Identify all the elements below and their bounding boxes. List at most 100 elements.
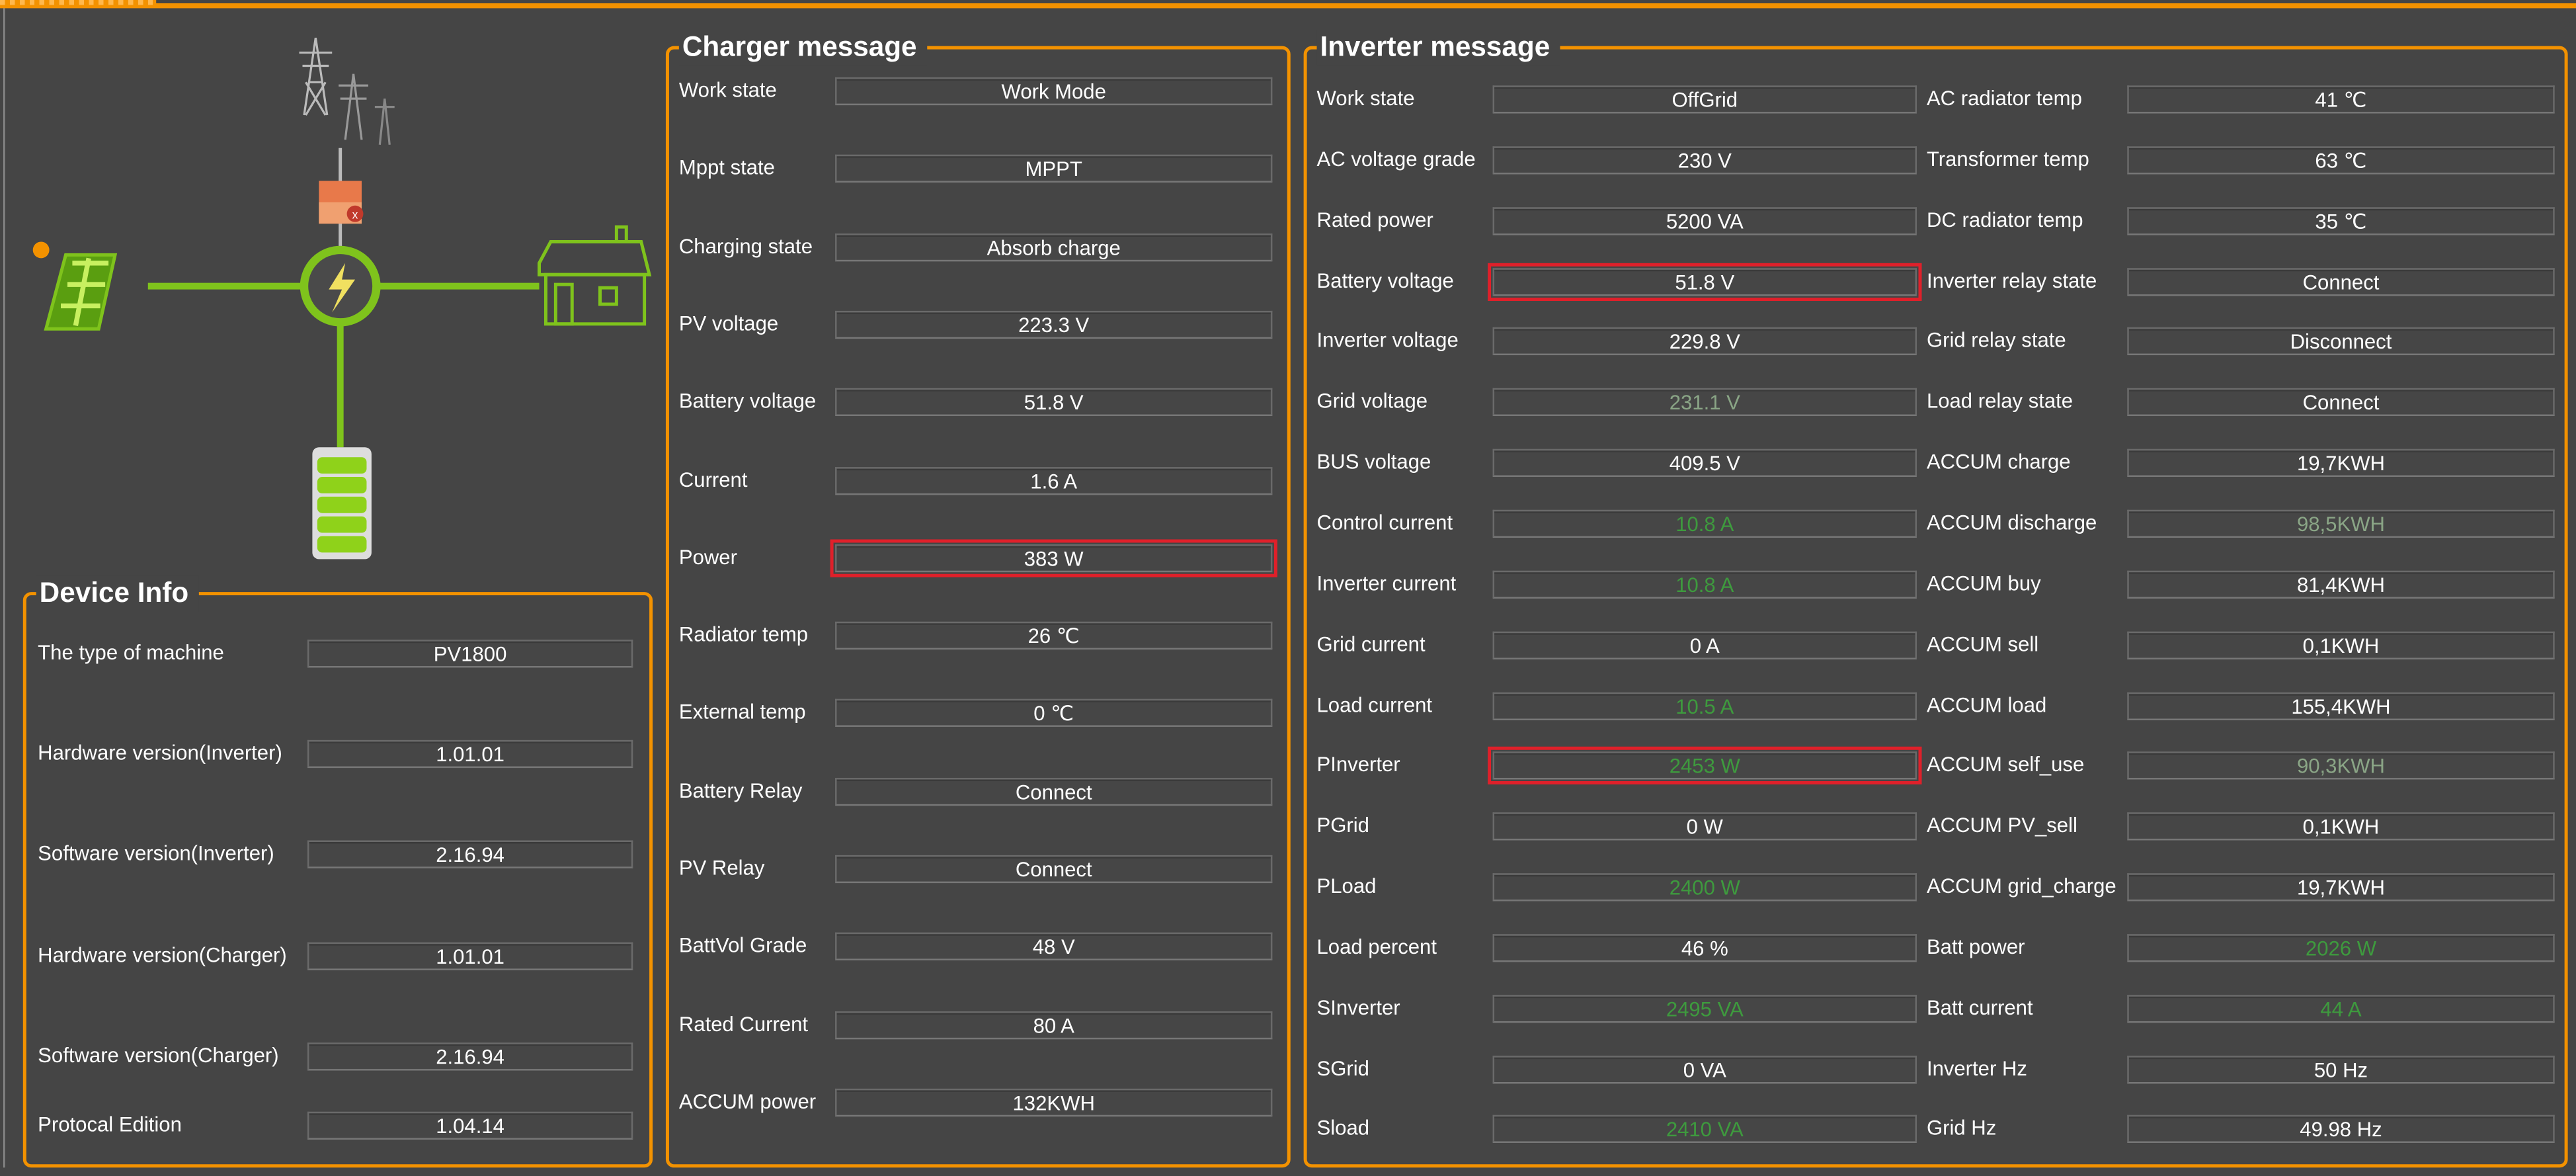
inverter-label-grid-voltage: Grid voltage (1316, 390, 1428, 413)
device-info-label-protocal-edition: Protocal Edition (38, 1113, 182, 1137)
inverter-label-sgrid: SGrid (1316, 1056, 1369, 1080)
inverter-label-accum-discharge: ACCUM discharge (1926, 511, 2097, 534)
inverter-value-grid-relay-state: Disconnect (2127, 327, 2555, 357)
inverter-value-transformer-temp: 63 ℃ (2127, 146, 2555, 175)
inverter-label-sinverter: SInverter (1316, 996, 1400, 1019)
inverter-label-accum-sell: ACCUM sell (1926, 632, 2039, 656)
inverter-label-sload: Sload (1316, 1117, 1370, 1141)
inverter-label-accum-grid-charge: ACCUM grid_charge (1926, 874, 2116, 898)
active-tab-indicator[interactable] (0, 0, 157, 5)
charger-label-radiator-temp: Radiator temp (678, 623, 809, 647)
device-info-value-software-version-charger: 2.16.94 (307, 1042, 633, 1071)
inverter-label-load-current: Load current (1316, 693, 1433, 716)
charger-label-pv-relay: PV Relay (678, 857, 765, 880)
inverter-value-accum-buy: 81,4KWH (2127, 570, 2555, 599)
inverter-value-sload: 2410 VA (1492, 1115, 1917, 1144)
device-info-value-hardware-version-inverter: 1.01.01 (307, 739, 633, 769)
inverter-label-load-relay-state: Load relay state (1926, 390, 2073, 413)
window-edge (3, 8, 5, 1168)
inverter-message-panel: Inverter message Work state OffGrid AC vol… (1303, 29, 2568, 1168)
inverter-value-batt-current: 44 A (2127, 994, 2555, 1023)
charger-value-pv-relay: Connect (835, 855, 1273, 884)
inverter-value-battery-voltage: 51.8 V (1488, 262, 1922, 300)
charger-label-charging-state: Charging state (678, 234, 813, 258)
grid-tower-icon (299, 37, 395, 145)
charger-label-battvol-grade: BattVol Grade (678, 934, 807, 958)
charger-value-external-temp: 0 ℃ (835, 699, 1273, 728)
device-info-label-hardware-version-charger: Hardware version(Charger) (38, 944, 287, 967)
inverter-value-grid-voltage: 231.1 V (1492, 388, 1917, 417)
inverter-value-accum-grid-charge: 19,7KWH (2127, 873, 2555, 902)
inverter-value-accum-discharge: 98,5KWH (2127, 509, 2555, 538)
inverter-value-accum-pv-sell: 0,1KWH (2127, 812, 2555, 841)
device-info-title: Device Info (36, 575, 199, 612)
charger-label-battery-relay: Battery Relay (678, 778, 803, 802)
charger-value-charging-state: Absorb charge (835, 233, 1273, 261)
charger-value-pv-voltage: 223.3 V (835, 310, 1273, 339)
inverter-label-pinverter: PInverter (1316, 753, 1400, 777)
inverter-label-battery-voltage: Battery voltage (1316, 269, 1454, 292)
inverter-hub-icon (300, 245, 381, 327)
charger-label-power: Power (678, 545, 737, 569)
inverter-label-batt-power: Batt power (1926, 935, 2025, 959)
inverter-value-inverter-current: 10.8 A (1492, 570, 1917, 599)
top-divider (0, 3, 2576, 9)
inverter-value-sgrid: 0 VA (1492, 1055, 1917, 1083)
inverter-value-accum-charge: 19,7KWH (2127, 448, 2555, 478)
inverter-value-pinverter: 2453 W (1488, 747, 1922, 785)
charger-value-mppt-state: MPPT (835, 155, 1273, 183)
device-info-label-the-type-of-machine: The type of machine (38, 641, 224, 665)
inverter-value-rated-power: 5200 VA (1492, 206, 1917, 235)
inverter-label-pload: PLoad (1316, 874, 1377, 898)
inverter-value-batt-power: 2026 W (2127, 933, 2555, 962)
flow-lines (147, 282, 540, 448)
inverter-value-accum-self-use: 90,3KWH (2127, 752, 2555, 780)
inverter-label-dc-radiator-temp: DC radiator temp (1926, 208, 2083, 231)
inverter-label-batt-current: Batt current (1926, 996, 2033, 1019)
inverter-value-inverter-relay-state: Connect (2127, 267, 2555, 296)
inverter-value-pload: 2400 W (1492, 873, 1917, 902)
device-info-label-hardware-version-inverter: Hardware version(Inverter) (38, 741, 282, 765)
inverter-value-load-relay-state: Connect (2127, 388, 2555, 417)
inverter-label-inverter-voltage: Inverter voltage (1316, 329, 1459, 353)
inverter-value-pgrid: 0 W (1492, 812, 1917, 841)
inverter-value-accum-sell: 0,1KWH (2127, 630, 2555, 659)
charger-label-current: Current (678, 468, 748, 491)
inverter-value-inverter-hz: 50 Hz (2127, 1055, 2555, 1083)
device-info-value-the-type-of-machine: PV1800 (307, 640, 633, 668)
inverter-value-bus-voltage: 409.5 V (1492, 448, 1917, 478)
inverter-label-transformer-temp: Transformer temp (1926, 147, 2089, 171)
device-info-panel: Device Info The type of machine PV1800 Har… (22, 575, 653, 1168)
inverter-label-accum-charge: ACCUM charge (1926, 450, 2071, 474)
inverter-value-work-state: OffGrid (1492, 85, 1917, 114)
inverter-value-load-percent: 46 % (1492, 933, 1917, 962)
inverter-label-accum-load: ACCUM load (1926, 693, 2047, 716)
inverter-label-inverter-relay-state: Inverter relay state (1926, 269, 2097, 292)
inverter-label-accum-pv-sell: ACCUM PV_sell (1926, 814, 2077, 837)
energy-flow-diagram: x (32, 37, 652, 560)
svg-text:x: x (352, 208, 358, 222)
inverter-label-bus-voltage: BUS voltage (1316, 450, 1431, 474)
charger-value-current: 1.6 A (835, 466, 1273, 495)
device-info-label-software-version-inverter: Software version(Inverter) (38, 841, 274, 865)
inverter-value-sinverter: 2495 VA (1492, 994, 1917, 1023)
inverter-label-load-percent: Load percent (1316, 935, 1437, 959)
inverter-value-ac-voltage-grade: 230 V (1492, 146, 1917, 175)
inverter-label-ac-voltage-grade: AC voltage grade (1316, 147, 1476, 171)
charger-value-battery-voltage: 51.8 V (835, 388, 1273, 417)
device-info-value-software-version-inverter: 2.16.94 (307, 840, 633, 868)
inverter-label-accum-buy: ACCUM buy (1926, 571, 2041, 595)
inverter-value-ac-radiator-temp: 41 ℃ (2127, 85, 2555, 114)
inverter-value-dc-radiator-temp: 35 ℃ (2127, 206, 2555, 235)
charger-label-battery-voltage: Battery voltage (678, 390, 817, 413)
charger-value-battery-relay: Connect (835, 777, 1273, 806)
device-info-label-software-version-charger: Software version(Charger) (38, 1044, 279, 1068)
charger-label-external-temp: External temp (678, 701, 806, 724)
inverter-label-inverter-hz: Inverter Hz (1926, 1056, 2027, 1080)
inverter-value-accum-load: 155,4KWH (2127, 691, 2555, 720)
charger-value-radiator-temp: 26 ℃ (835, 622, 1273, 650)
charger-label-mppt-state: Mppt state (678, 156, 775, 180)
charger-value-rated-current: 80 A (835, 1011, 1273, 1039)
inverter-value-load-current: 10.5 A (1492, 691, 1917, 720)
inverter-value-grid-hz: 49.98 Hz (2127, 1115, 2555, 1144)
